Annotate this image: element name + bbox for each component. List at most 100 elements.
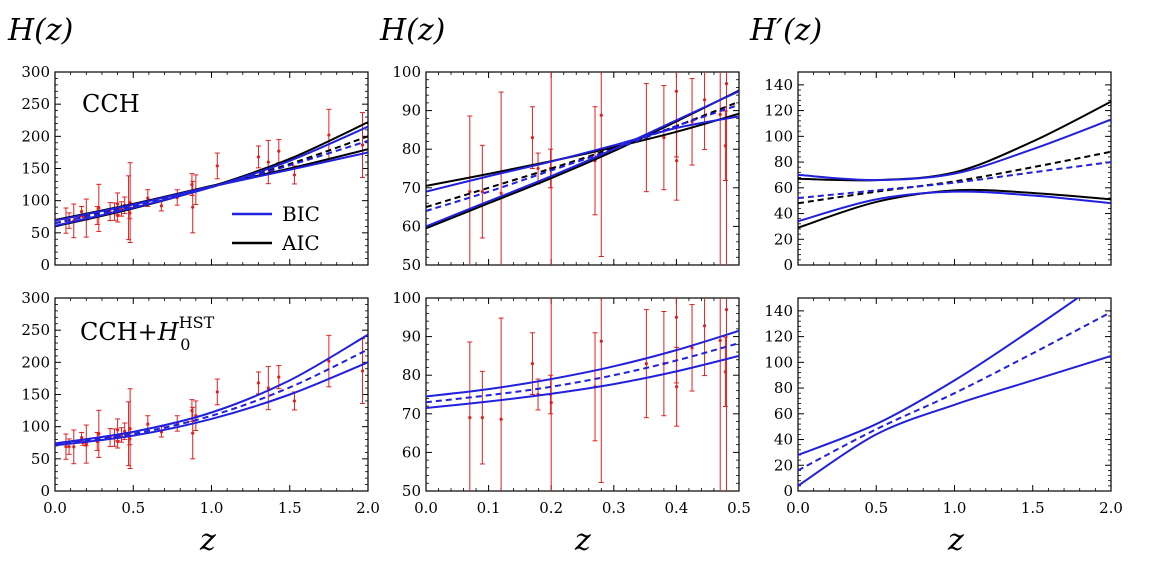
panel-label-cch-hst: CCH+HHST 0 bbox=[80, 313, 215, 354]
x-tick-label: 0.5 bbox=[727, 499, 751, 517]
y-tick-label: 0 bbox=[783, 256, 793, 274]
y-tick-label: 200 bbox=[21, 353, 50, 371]
data-point bbox=[97, 206, 101, 210]
panel-bottom-right: 0 20 40 60 80 100 120 140 0.0 0.5 1.0 1.5 2.0 bbox=[764, 297, 1123, 517]
data-point bbox=[128, 426, 132, 431]
series-line-bic-best-fit bbox=[55, 348, 368, 446]
data-point bbox=[159, 204, 164, 208]
data-point bbox=[468, 190, 472, 194]
y-tick-label: 100 bbox=[764, 127, 793, 145]
data-point bbox=[702, 324, 707, 328]
series-line-aic-bound bbox=[426, 112, 739, 187]
data-point bbox=[292, 173, 297, 177]
data-point bbox=[718, 338, 722, 343]
data-point bbox=[215, 164, 219, 168]
series-line-aic-best-fit bbox=[798, 150, 1111, 205]
y-tick-label: 60 bbox=[774, 405, 793, 423]
series-line-bic-bound bbox=[798, 354, 1111, 487]
data-point bbox=[116, 428, 120, 432]
series-line-aic-bound bbox=[798, 100, 1111, 182]
x-tick-label: 2.0 bbox=[1099, 499, 1123, 517]
y-tick-label: 80 bbox=[774, 379, 793, 397]
x-tick-label: 2.0 bbox=[356, 499, 380, 517]
y-tick-label: 60 bbox=[774, 179, 793, 197]
series-line-bic-bound bbox=[798, 190, 1111, 223]
panel-label-sub: 0 bbox=[180, 335, 190, 354]
y-tick-label: 200 bbox=[21, 127, 50, 145]
data-point bbox=[146, 422, 150, 426]
data-point bbox=[327, 133, 331, 137]
series-line-bic-best-fit bbox=[426, 103, 739, 212]
data-point bbox=[674, 89, 679, 93]
data-point bbox=[360, 143, 365, 147]
column-label-2: H(z) bbox=[379, 13, 445, 48]
y-tick-label: 150 bbox=[21, 160, 50, 178]
data-point bbox=[67, 445, 71, 449]
y-tick-label: 100 bbox=[392, 289, 421, 307]
panel-label-cch: CCH bbox=[82, 90, 140, 118]
plot-area bbox=[426, 298, 739, 491]
y-tick-label: 300 bbox=[21, 289, 50, 307]
y-tick-label: 60 bbox=[402, 217, 421, 235]
y-tick-label: 50 bbox=[402, 256, 421, 274]
data-point bbox=[499, 191, 503, 195]
data-point bbox=[480, 190, 484, 194]
y-tick-label: 300 bbox=[21, 63, 50, 81]
panel-top-left: 0 50 100 150 200 250 300 bbox=[21, 63, 369, 274]
y-tick-label: 100 bbox=[21, 192, 50, 210]
data-point bbox=[702, 98, 707, 102]
plot-area bbox=[55, 333, 368, 469]
plot-area bbox=[798, 298, 1111, 487]
column-label-1: H(z) bbox=[7, 13, 73, 48]
data-point bbox=[292, 399, 297, 403]
plot-frame bbox=[797, 297, 1112, 492]
data-point bbox=[72, 445, 76, 449]
x-tick-label: 0.0 bbox=[786, 499, 810, 517]
x-axis-label-2: z bbox=[574, 523, 591, 558]
y-tick-label: 80 bbox=[402, 366, 421, 384]
panels: 0501001502002503005060708090100020406080… bbox=[21, 63, 1123, 517]
data-point bbox=[80, 210, 84, 214]
x-tick-label: 0.2 bbox=[539, 499, 563, 517]
data-point bbox=[724, 307, 729, 312]
y-tick-label: 150 bbox=[21, 386, 50, 404]
data-point bbox=[718, 112, 722, 117]
series-line-bic-bound bbox=[426, 329, 739, 398]
legend: BIC AIC bbox=[232, 202, 320, 255]
x-axis-label-3: z bbox=[947, 523, 964, 558]
y-tick-label: 80 bbox=[402, 140, 421, 158]
y-tick-label: 20 bbox=[774, 456, 793, 474]
series-line-bic-bound bbox=[55, 333, 368, 445]
data-point bbox=[256, 155, 261, 159]
panel-top-middle: 50 60 70 80 90 100 bbox=[392, 63, 740, 274]
data-point bbox=[530, 136, 535, 140]
data-point bbox=[277, 375, 281, 379]
y-tick-label: 100 bbox=[764, 353, 793, 371]
plot-area bbox=[55, 108, 368, 243]
data-point bbox=[64, 445, 68, 449]
y-tick-label: 60 bbox=[402, 443, 421, 461]
series-line-bic-best-fit bbox=[798, 311, 1111, 472]
y-tick-label: 80 bbox=[774, 153, 793, 171]
data-point bbox=[644, 362, 648, 366]
y-tick-label: 120 bbox=[764, 102, 793, 120]
y-tick-label: 140 bbox=[764, 302, 793, 320]
y-tick-label: 140 bbox=[764, 76, 793, 94]
data-point bbox=[690, 346, 694, 350]
x-tick-label: 0.1 bbox=[477, 499, 501, 517]
series-line-bic-bound bbox=[426, 115, 739, 193]
y-tick-label: 50 bbox=[402, 482, 421, 500]
panel-top-right: 0 20 40 60 80 100 120 140 bbox=[764, 71, 1112, 274]
series-line-bic-bound bbox=[798, 118, 1111, 182]
x-tick-label: 1.0 bbox=[943, 499, 967, 517]
legend-text-bic: BIC bbox=[282, 202, 320, 226]
data-point bbox=[675, 385, 679, 389]
data-point bbox=[327, 359, 331, 363]
data-point bbox=[468, 416, 472, 420]
plot-frame bbox=[425, 71, 740, 266]
data-point bbox=[674, 315, 679, 319]
data-point bbox=[84, 442, 88, 446]
y-tick-label: 50 bbox=[31, 224, 50, 242]
panel-label-sup: HST bbox=[179, 313, 215, 332]
